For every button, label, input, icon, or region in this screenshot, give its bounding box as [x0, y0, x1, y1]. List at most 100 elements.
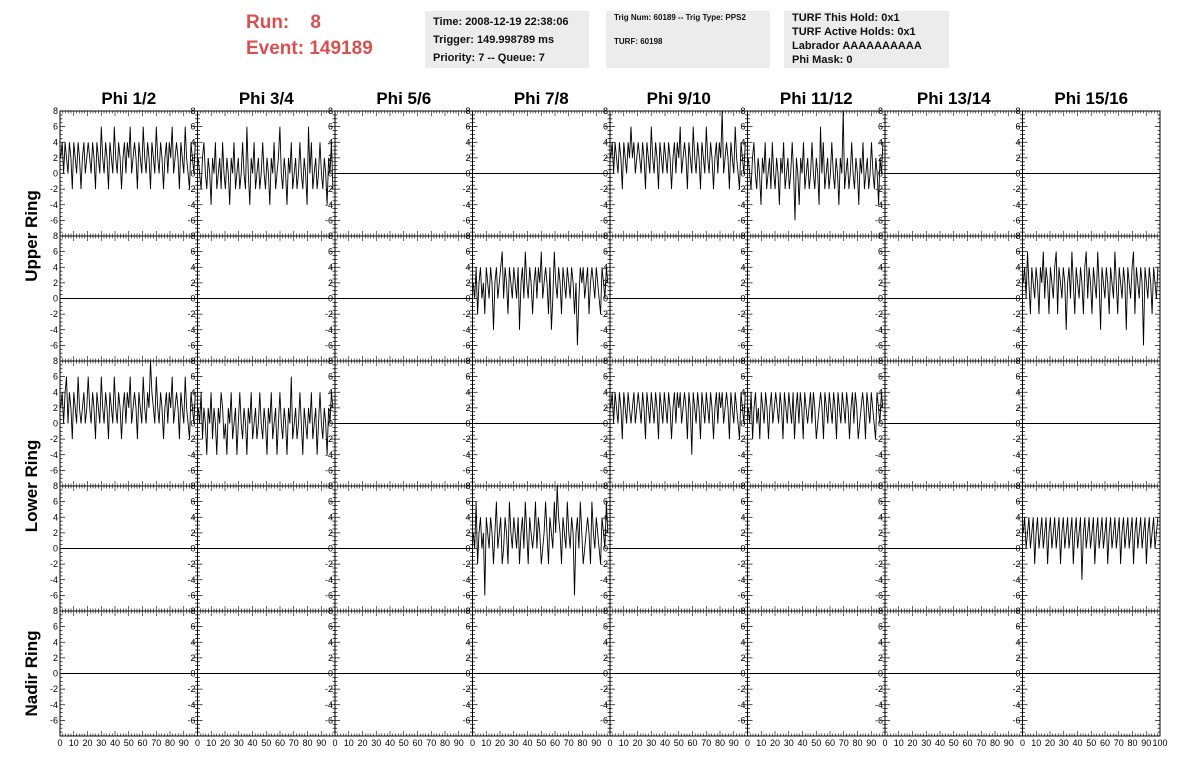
panel-r0-c1-ytick-label: -6 [187, 215, 195, 225]
panel-r2-c4-ytick-label: 0 [603, 419, 608, 429]
panel-r0-c0-waveform [60, 126, 196, 190]
panel-r1-c3-ytick-label: -6 [462, 340, 470, 350]
panel-r0-c7-ytick-label: 0 [1015, 169, 1020, 179]
panel-r3-c1-ytick-label: 6 [190, 497, 195, 507]
panel-r3-c2-ytick-label: 8 [328, 481, 333, 491]
panel-r1-c0-ytick-label: 6 [53, 247, 58, 257]
panel-r0-c6-ytick-label: 8 [878, 106, 883, 116]
panel-r0-c7-ytick-label: -6 [1012, 215, 1020, 225]
panel-r2-c5-ytick-label: 8 [740, 356, 745, 366]
panel-r2-c3-ytick-label: -4 [462, 450, 470, 460]
panel-r2-c6-ytick-label: 4 [878, 387, 883, 397]
panel-r0-c4-ytick-label: 2 [603, 153, 608, 163]
panel-r1-c6-ytick-label: 8 [878, 231, 883, 241]
panel-r2-c0-ytick-label: 8 [53, 356, 58, 366]
panel-r2-c2-ytick-label: -4 [325, 450, 333, 460]
panel-r2-c4-waveform [610, 392, 746, 455]
panel-r1-c5-ytick-label: -4 [737, 325, 745, 335]
panel-r2-c3-ytick-label: 4 [465, 387, 470, 397]
panel-r0-c4-ytick-label: 6 [603, 122, 608, 132]
panel-r0-c4-ytick-label: -6 [600, 215, 608, 225]
panel-r1-c1-ytick-label: 2 [190, 278, 195, 288]
panel-r2-c5-ytick-label: 0 [740, 419, 745, 429]
panel-r2-c3-ytick-label: 0 [465, 419, 470, 429]
panel-r0-c1-ytick-label: -2 [187, 184, 195, 194]
panel-r2-c1-ytick-label: 0 [190, 419, 195, 429]
panel-r2-c0-ytick-label: -6 [50, 465, 58, 475]
panel-r0-c2-ytick-label: 8 [328, 106, 333, 116]
panel-r1-c1-ytick-label: 4 [190, 262, 195, 272]
panel-r1-c7-waveform [1022, 251, 1159, 346]
panel-r1-c2-ytick-label: 4 [328, 262, 333, 272]
panel-r3-c0-ytick-label: -6 [50, 590, 58, 600]
panel-r1-c6-ytick-label: 4 [878, 262, 883, 272]
panel-r0-c5-ytick-label: -6 [737, 215, 745, 225]
panel-r2-c2-ytick-label: 6 [328, 372, 333, 382]
ring-label-lower-ring: Lower Ring [22, 440, 41, 533]
panel-r0-c1-ytick-label: -4 [187, 200, 195, 210]
panel-r2-c1-ytick-label: 6 [190, 372, 195, 382]
panel-r2-c0-ytick-label: -4 [50, 450, 58, 460]
panel-r2-c1-ytick-label: 4 [190, 387, 195, 397]
trig-num-box: Trig Num: 60189 -- Trig Type: PPS2 TURF:… [606, 11, 770, 68]
panel-r2-c4-ytick-label: 6 [603, 372, 608, 382]
panel-r0-c7-ytick-label: 8 [1015, 106, 1020, 116]
panel-r2-c4-ytick-label: -2 [600, 434, 608, 444]
panel-r3-c0-ytick-label: 4 [53, 512, 58, 522]
panel-r0-c2-ytick-label: -6 [325, 215, 333, 225]
panel-r3-c0-ytick-label: 0 [53, 544, 58, 554]
priority-text: Priority: 7 -- Queue: 7 [433, 49, 581, 67]
panel-r3-c1-ytick-label: 4 [190, 512, 195, 522]
panel-r2-c3-ytick-label: 8 [465, 356, 470, 366]
panel-r0-c3-ytick-label: -4 [462, 200, 470, 210]
panel-r1-c4-ytick-label: 8 [603, 231, 608, 241]
panel-r2-c4-ytick-label: -4 [600, 450, 608, 460]
panel-r2-c4-ytick-label: 8 [603, 356, 608, 366]
panel-r1-c2-ytick-label: 6 [328, 247, 333, 257]
column-title-phi-15-16: Phi 15/16 [1054, 89, 1128, 108]
turf-this-hold-text: TURF This Hold: 0x1 [792, 11, 941, 25]
panel-r0-c3-ytick-label: 6 [465, 122, 470, 132]
panel-r0-c1-ytick-label: 6 [190, 122, 195, 132]
panel-r2-c7-ytick-label: 6 [1015, 372, 1020, 382]
panel-r2-c7-ytick-label: 4 [1015, 387, 1020, 397]
panel-r1-c3-ytick-label: -2 [462, 309, 470, 319]
panel-r0-c7-ytick-label: -4 [1012, 200, 1020, 210]
trig-num-text: Trig Num: 60189 -- Trig Type: PPS2 [614, 12, 762, 24]
panel-r0-c0-ytick-label: 0 [53, 169, 58, 179]
panel-r1-c6-ytick-label: -4 [875, 325, 883, 335]
panel-r1-c3-ytick-label: 6 [465, 247, 470, 257]
panel-r0-c2-ytick-label: 6 [328, 122, 333, 132]
panel-r0-c0-ytick-label: 4 [53, 137, 58, 147]
panel-r0-c7-ytick-label: 2 [1015, 153, 1020, 163]
panel-r0-c2-ytick-label: 4 [328, 137, 333, 147]
panel-r1-c1-ytick-label: 6 [190, 247, 195, 257]
panel-r0-c3-ytick-label: 4 [465, 137, 470, 147]
panel-r2-c1-waveform [197, 376, 334, 455]
panel-r1-c2-ytick-label: -2 [325, 309, 333, 319]
panel-r1-c3-ytick-label: 0 [465, 294, 470, 304]
column-title-phi-3-4: Phi 3/4 [239, 89, 294, 108]
panel-r2-c2-ytick-label: 2 [328, 403, 333, 413]
panel-r3-c1-ytick-label: -2 [187, 559, 195, 569]
panel-r0-c4-ytick-label: -4 [600, 200, 608, 210]
panel-r0-c3-ytick-label: 2 [465, 153, 470, 163]
panel-r1-c6-ytick-label: 2 [878, 278, 883, 288]
panel-r0-c4-ytick-label: 4 [603, 137, 608, 147]
panel-r2-c3-ytick-label: -2 [462, 434, 470, 444]
time-text: Time: 2008-12-19 22:38:06 [433, 13, 581, 31]
panel-r0-c2-ytick-label: 0 [328, 169, 333, 179]
panel-r1-c3-ytick-label: 2 [465, 278, 470, 288]
panel-r1-c5-ytick-label: -6 [737, 340, 745, 350]
panel-r3-c2-ytick-label: 2 [328, 528, 333, 538]
panel-r1-c5-ytick-label: 6 [740, 247, 745, 257]
panel-r2-c5-ytick-label: 6 [740, 372, 745, 382]
panel-r0-c5-ytick-label: -2 [737, 184, 745, 194]
panel-r0-c4-ytick-label: 0 [603, 169, 608, 179]
panel-r2-c5-ytick-label: -4 [737, 450, 745, 460]
panel-r1-c0-ytick-label: 0 [53, 294, 58, 304]
panel-r1-c0-ytick-label: 4 [53, 262, 58, 272]
turf-active-holds-text: TURF Active Holds: 0x1 [792, 25, 941, 39]
panel-r2-c2-ytick-label: 0 [328, 419, 333, 429]
